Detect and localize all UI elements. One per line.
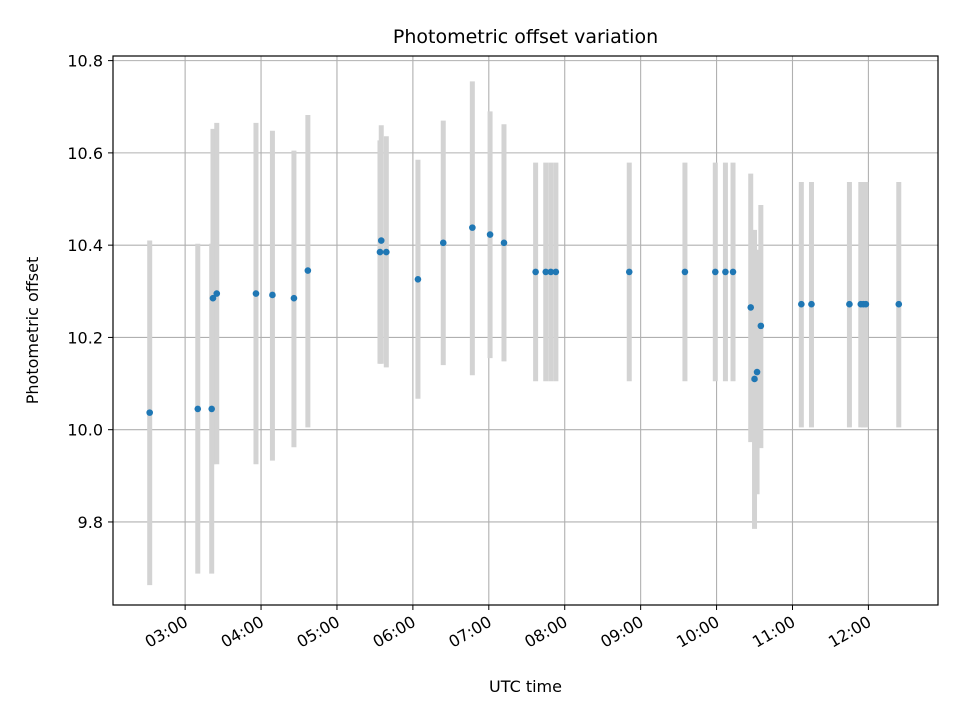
data-point — [757, 322, 765, 330]
data-point — [895, 300, 903, 308]
data-point — [469, 224, 476, 231]
y-tick-label: 10.8 — [67, 52, 103, 71]
data-point — [751, 375, 758, 383]
data-point — [486, 231, 494, 238]
data-point — [194, 405, 202, 413]
data-point — [383, 248, 390, 256]
data-point — [213, 290, 221, 297]
data-point — [439, 239, 447, 247]
data-point — [414, 275, 422, 283]
data-point — [747, 304, 755, 311]
data-point — [146, 409, 153, 416]
data-point — [722, 268, 729, 276]
y-tick-label: 10.2 — [67, 328, 103, 347]
data-point — [377, 237, 385, 244]
data-point — [753, 368, 761, 376]
data-point — [304, 267, 312, 274]
y-tick-label: 10.4 — [67, 236, 103, 255]
data-point — [862, 300, 870, 308]
data-point — [798, 300, 805, 308]
plot-frame — [112, 55, 939, 606]
data-point — [712, 268, 719, 276]
data-point — [808, 300, 815, 308]
data-point — [209, 294, 217, 302]
x-axis-label: UTC time — [489, 677, 562, 696]
data-point — [729, 268, 737, 276]
data-point — [625, 268, 633, 276]
data-point — [269, 291, 276, 299]
data-point — [208, 405, 215, 413]
y-tick-label: 10.6 — [67, 144, 103, 163]
chart-title: Photometric offset variation — [393, 26, 658, 48]
y-tick-label: 9.8 — [78, 513, 103, 532]
data-point — [532, 268, 539, 276]
data-point — [547, 268, 555, 276]
data-points — [146, 224, 903, 416]
y-tick-label: 10.0 — [67, 421, 103, 440]
y-axis-label: Photometric offset — [23, 257, 42, 405]
data-point — [252, 290, 260, 297]
data-point — [500, 239, 508, 247]
data-point — [290, 294, 298, 302]
data-point — [376, 248, 384, 256]
data-point — [846, 300, 853, 308]
data-point — [681, 268, 689, 276]
data-point — [552, 268, 560, 276]
data-point — [542, 268, 550, 276]
